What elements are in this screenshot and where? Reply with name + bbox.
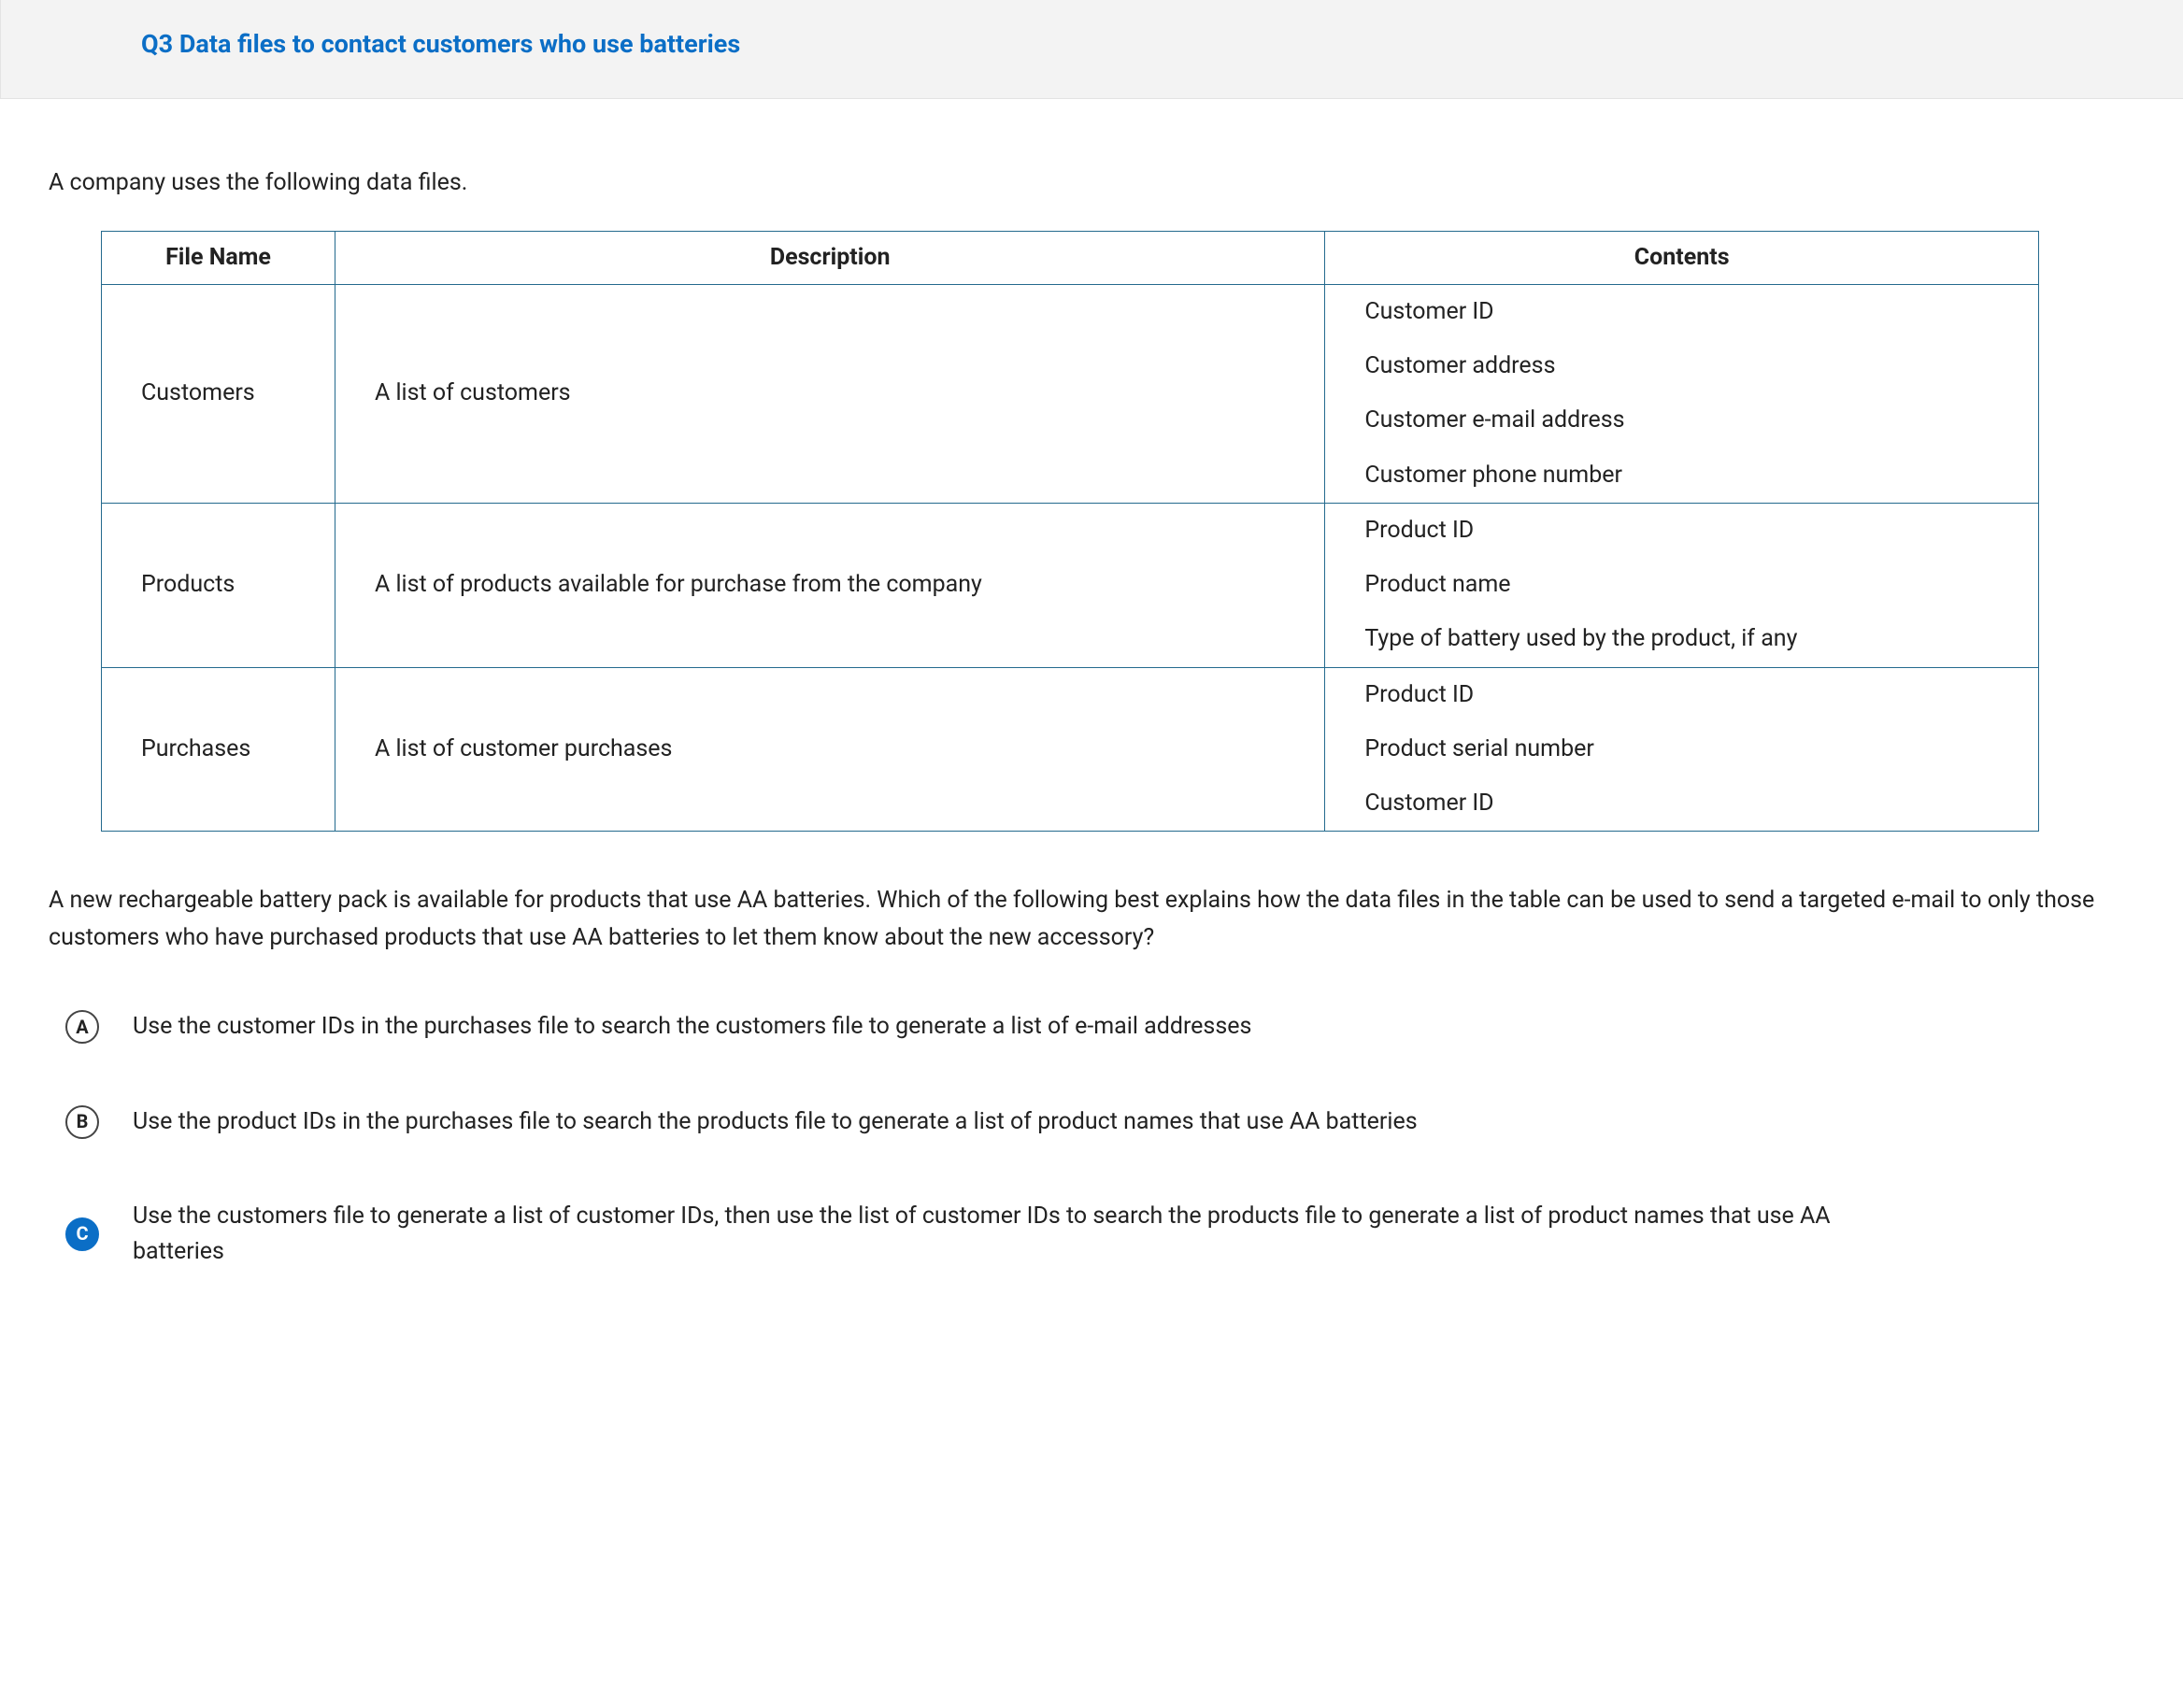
cell-contents: Product ID Product name Type of battery … (1325, 503, 2039, 667)
table-header-row: File Name Description Contents (102, 231, 2039, 284)
contents-line: Customer ID (1325, 285, 2038, 339)
table-container: File Name Description Contents Customers… (49, 231, 2134, 833)
option-marker-b[interactable]: B (65, 1105, 99, 1139)
option-a[interactable]: A Use the customer IDs in the purchases … (65, 1009, 2037, 1045)
option-marker-c[interactable]: C (65, 1217, 99, 1251)
option-b[interactable]: B Use the product IDs in the purchases f… (65, 1104, 2037, 1140)
data-files-table: File Name Description Contents Customers… (101, 231, 2039, 833)
contents-line: Customer e-mail address (1325, 393, 2038, 448)
table-row: Purchases A list of customer purchases P… (102, 667, 2039, 832)
option-text-c: Use the customers file to generate a lis… (133, 1199, 1908, 1269)
option-marker-a[interactable]: A (65, 1010, 99, 1044)
option-text-b: Use the product IDs in the purchases fil… (133, 1104, 1418, 1140)
col-header-desc: Description (335, 231, 1324, 284)
question-prompt: A new rechargeable battery pack is avail… (49, 882, 2134, 957)
cell-file: Purchases (102, 667, 335, 832)
cell-file: Customers (102, 284, 335, 503)
contents-line: Customer address (1325, 339, 2038, 393)
cell-contents: Customer ID Customer address Customer e-… (1325, 284, 2039, 503)
question-header: Q3 Data files to contact customers who u… (0, 0, 2183, 99)
intro-text: A company uses the following data files. (49, 166, 2134, 200)
option-c[interactable]: C Use the customers file to generate a l… (65, 1199, 2037, 1269)
contents-line: Type of battery used by the product, if … (1325, 612, 2038, 666)
option-text-a: Use the customer IDs in the purchases fi… (133, 1009, 1251, 1045)
table-row: Customers A list of customers Customer I… (102, 284, 2039, 503)
cell-desc: A list of customers (335, 284, 1324, 503)
cell-contents: Product ID Product serial number Custome… (1325, 667, 2039, 832)
contents-line: Product ID (1325, 504, 2038, 558)
cell-file: Products (102, 503, 335, 667)
answer-options: A Use the customer IDs in the purchases … (49, 1009, 2134, 1269)
col-header-contents: Contents (1325, 231, 2039, 284)
table-row: Products A list of products available fo… (102, 503, 2039, 667)
cell-desc: A list of customer purchases (335, 667, 1324, 832)
contents-line: Product name (1325, 558, 2038, 612)
question-title[interactable]: Q3 Data files to contact customers who u… (141, 29, 740, 59)
contents-line: Customer phone number (1325, 448, 2038, 503)
contents-line: Product ID (1325, 668, 2038, 722)
cell-desc: A list of products available for purchas… (335, 503, 1324, 667)
contents-line: Customer ID (1325, 776, 2038, 831)
col-header-file: File Name (102, 231, 335, 284)
question-content: A company uses the following data files.… (0, 166, 2183, 1269)
contents-line: Product serial number (1325, 722, 2038, 776)
